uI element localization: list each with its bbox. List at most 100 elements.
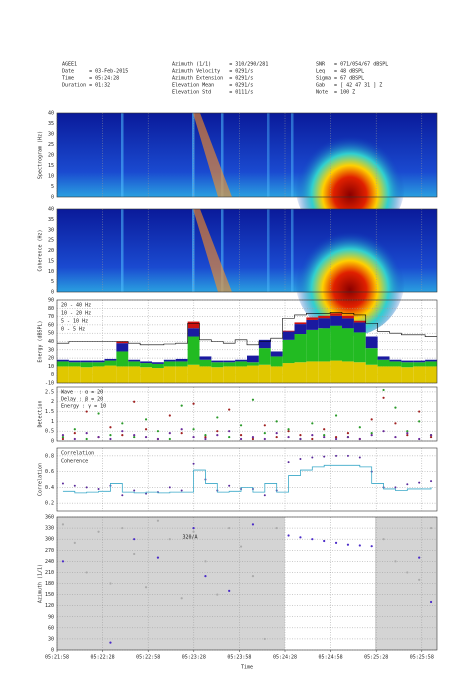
- bar-segment: [140, 367, 152, 383]
- bar-segment: [128, 359, 141, 362]
- point: [85, 432, 88, 435]
- legend-label: Correlation: [61, 451, 94, 457]
- point: [73, 541, 76, 544]
- point: [287, 534, 290, 537]
- point: [228, 526, 231, 530]
- bar-segment: [353, 322, 366, 333]
- point: [73, 484, 76, 487]
- point: [192, 428, 195, 431]
- y-tick-label: 60: [48, 322, 54, 328]
- point: [429, 434, 433, 437]
- point: [109, 434, 112, 437]
- y-axis-label: Correlation: [38, 463, 44, 496]
- y-tick-label: 330: [45, 526, 54, 532]
- heatmap-streak: [221, 209, 224, 292]
- bar-segment: [223, 360, 236, 363]
- point: [287, 435, 290, 439]
- point: [109, 426, 112, 429]
- x-tick-label: 05:23:58: [227, 655, 251, 661]
- point: [251, 575, 255, 578]
- bar-segment: [353, 332, 366, 363]
- point: [311, 437, 314, 441]
- bar-segment: [377, 366, 390, 383]
- y-tick-label: 35: [48, 121, 54, 127]
- point: [228, 484, 231, 487]
- point: [418, 420, 421, 423]
- point: [73, 432, 76, 435]
- point: [334, 435, 338, 439]
- bar-segment: [163, 359, 176, 362]
- bar-segment: [413, 366, 426, 383]
- point: [275, 432, 278, 435]
- bar-segment: [92, 360, 105, 363]
- y-axis-label: Energy (dBSPL): [38, 320, 44, 362]
- point: [358, 544, 361, 547]
- legend-label: 0 - 5 Hz: [61, 327, 85, 333]
- bar-segment: [223, 366, 236, 383]
- point: [61, 560, 65, 563]
- point: [168, 437, 171, 441]
- point: [323, 455, 326, 458]
- bar-segment: [282, 330, 295, 332]
- bar-segment: [223, 362, 236, 367]
- legend-label: Coherence: [61, 459, 88, 465]
- point: [121, 434, 124, 437]
- bar-segment: [175, 361, 188, 367]
- point: [334, 437, 338, 441]
- y-tick-label: 1: [51, 419, 54, 425]
- bar-segment: [80, 360, 93, 363]
- y-tick-label: 40: [48, 339, 54, 345]
- y-tick-label: 180: [45, 581, 54, 587]
- bar-segment: [306, 319, 319, 330]
- y-tick-label: 5: [51, 279, 54, 285]
- point: [299, 434, 302, 437]
- bar-segment: [389, 359, 402, 362]
- point: [97, 412, 100, 415]
- point: [311, 538, 314, 541]
- bar-segment: [247, 362, 259, 366]
- bar-segment: [330, 325, 342, 361]
- point: [144, 586, 148, 589]
- y-tick-label: 1.5: [45, 409, 54, 415]
- bar-segment: [187, 364, 200, 383]
- point: [334, 541, 338, 544]
- point: [192, 435, 195, 439]
- point: [61, 523, 65, 526]
- y-tick-label: 15: [48, 258, 54, 264]
- bar-segment: [425, 361, 437, 367]
- point: [61, 435, 65, 439]
- point: [133, 489, 136, 492]
- x-tick-label: 05:24:28: [273, 655, 297, 661]
- y-tick-label: 30: [48, 347, 54, 353]
- point: [287, 430, 290, 433]
- point: [85, 571, 88, 574]
- point: [228, 430, 231, 433]
- bar-segment: [413, 362, 426, 367]
- point: [239, 434, 243, 437]
- y-tick-label: 90: [48, 614, 54, 620]
- point: [216, 430, 219, 433]
- y-tick-label: 10: [48, 174, 54, 180]
- point: [97, 435, 100, 439]
- y-tick-label: 40: [48, 207, 54, 213]
- point: [358, 426, 361, 429]
- bar-segment: [128, 361, 141, 367]
- bar-segment: [377, 356, 390, 360]
- header-line: Azimuth (1/1) = 310/290/281: [172, 62, 268, 68]
- point: [204, 437, 207, 441]
- point: [133, 552, 136, 556]
- point: [121, 494, 124, 497]
- point: [429, 526, 433, 530]
- bar-segment: [152, 362, 164, 364]
- point: [346, 432, 350, 435]
- bar-segment: [175, 366, 188, 383]
- bar-segment: [199, 366, 212, 383]
- point: [287, 461, 290, 464]
- bar-segment: [92, 366, 105, 383]
- point: [109, 437, 112, 441]
- point: [228, 435, 231, 439]
- y-tick-label: 0: [51, 372, 54, 378]
- point: [323, 539, 326, 543]
- bar-segment: [353, 320, 366, 323]
